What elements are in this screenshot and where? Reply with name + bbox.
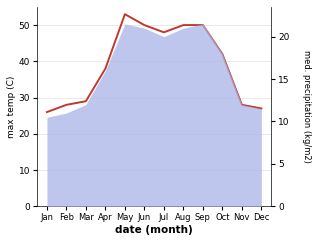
Y-axis label: med. precipitation (kg/m2): med. precipitation (kg/m2) <box>302 50 311 163</box>
Y-axis label: max temp (C): max temp (C) <box>7 76 16 138</box>
X-axis label: date (month): date (month) <box>115 225 193 235</box>
